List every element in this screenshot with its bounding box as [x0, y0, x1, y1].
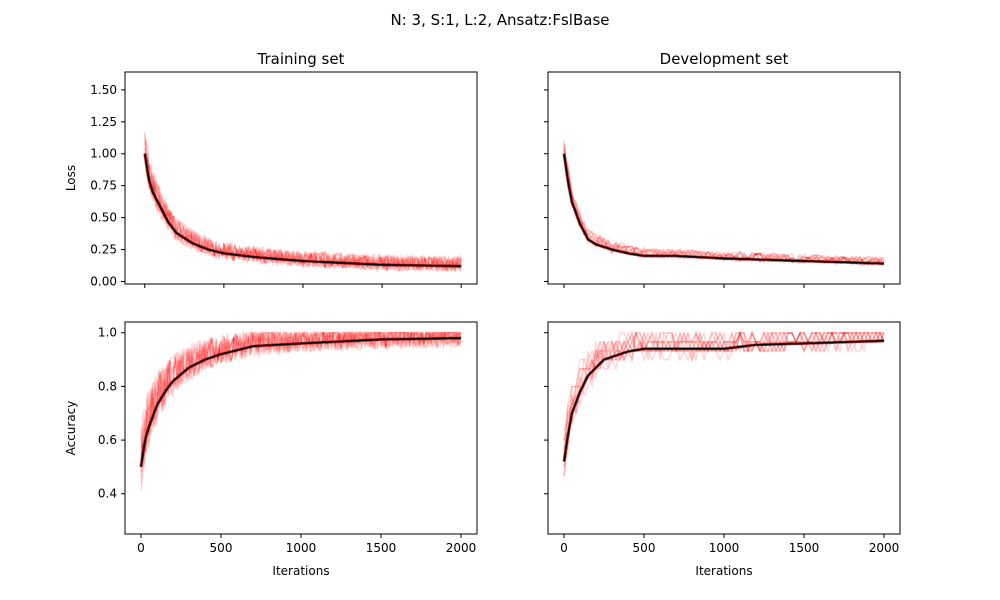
y-tick-label: 0.75: [90, 179, 117, 193]
y-axis-label: Loss: [64, 165, 78, 191]
run-line-5: [563, 330, 884, 450]
y-tick-label: 1.00: [90, 147, 117, 161]
y-tick-label: 1.50: [90, 83, 117, 97]
run-line-6: [144, 152, 462, 273]
mean-line: [140, 337, 461, 468]
plot-area: [143, 131, 462, 273]
run-line-1: [563, 330, 885, 459]
plot-area: [139, 329, 462, 491]
x-tick-label: 0: [137, 541, 145, 555]
mean-band: [143, 153, 462, 268]
axes-title: Training set: [257, 50, 345, 68]
x-axis-label: Iterations: [695, 564, 752, 578]
axes-training-loss: 0.00 0.25 0.50 0.75 1.00 1.25 1.50 Training set…: [64, 50, 478, 288]
mean-line: [144, 153, 462, 267]
run-line-2: [144, 138, 462, 273]
axes-frame: [124, 71, 478, 285]
run-line-2: [563, 330, 885, 468]
axes-development-accuracy: 0 500 1000 1500 2000 Iterations: [544, 321, 901, 578]
axes-development-loss: Development set: [544, 50, 901, 288]
run-line-4: [144, 151, 462, 273]
x-tick-label: 1000: [709, 541, 740, 555]
run-line-7: [144, 134, 462, 273]
x-tick-label: 1500: [789, 541, 820, 555]
run-line-5: [144, 158, 462, 273]
run-line-8: [144, 140, 462, 272]
run-line-2: [563, 146, 885, 265]
run-line-1: [563, 142, 885, 267]
run-line-3: [140, 329, 462, 478]
run-line-6: [563, 140, 885, 267]
y-tick-label: 0.4: [98, 487, 117, 501]
axes-training-accuracy: 0 500 1000 1500 2000 0.4 0.6 0.8 1.0 Iterations Ac…: [64, 321, 478, 578]
run-line-10: [563, 155, 885, 265]
run-line-7: [140, 330, 462, 460]
y-tick-label: 1.25: [90, 115, 117, 129]
y-axis-label: Accuracy: [64, 401, 78, 456]
mean-line: [563, 153, 885, 265]
y-tick-label: 0.25: [90, 243, 117, 257]
x-tick-label: 1500: [366, 541, 397, 555]
run-line-10: [144, 153, 462, 273]
figure-suptitle: N: 3, S:1, L:2, Ansatz:FslBase: [391, 11, 610, 29]
x-tick-label: 500: [210, 541, 233, 555]
run-line-5: [140, 329, 462, 462]
run-line-8: [563, 330, 885, 477]
x-tick-label: 2000: [869, 541, 900, 555]
run-line-4: [563, 331, 884, 441]
x-axis-label: Iterations: [272, 564, 329, 578]
y-tick-label: 0.6: [98, 433, 117, 447]
x-tick-label: 500: [633, 541, 656, 555]
y-tick-label: 0.50: [90, 211, 117, 225]
y-tick-label: 1.0: [98, 326, 117, 340]
run-line-3: [144, 139, 462, 273]
run-line-7: [563, 144, 885, 266]
run-line-10: [140, 329, 462, 455]
run-line-1: [144, 131, 462, 272]
run-line-4: [563, 154, 885, 267]
run-line-8: [140, 329, 462, 472]
x-tick-label: 2000: [446, 541, 477, 555]
run-line-9: [144, 147, 462, 272]
mean-line: [563, 340, 884, 462]
run-line-6: [140, 329, 462, 448]
run-line-9: [563, 330, 885, 432]
x-tick-label: 0: [560, 541, 568, 555]
plot-area: [562, 140, 885, 267]
y-tick-label: 0.8: [98, 379, 117, 393]
run-line-6: [563, 330, 884, 459]
axes-title: Development set: [660, 50, 789, 68]
run-line-10: [563, 330, 885, 441]
run-line-7: [563, 330, 885, 468]
y-tick-label: 0.00: [90, 274, 117, 288]
x-tick-label: 1000: [286, 541, 317, 555]
run-line-3: [563, 330, 885, 477]
plot-area: [562, 330, 885, 477]
